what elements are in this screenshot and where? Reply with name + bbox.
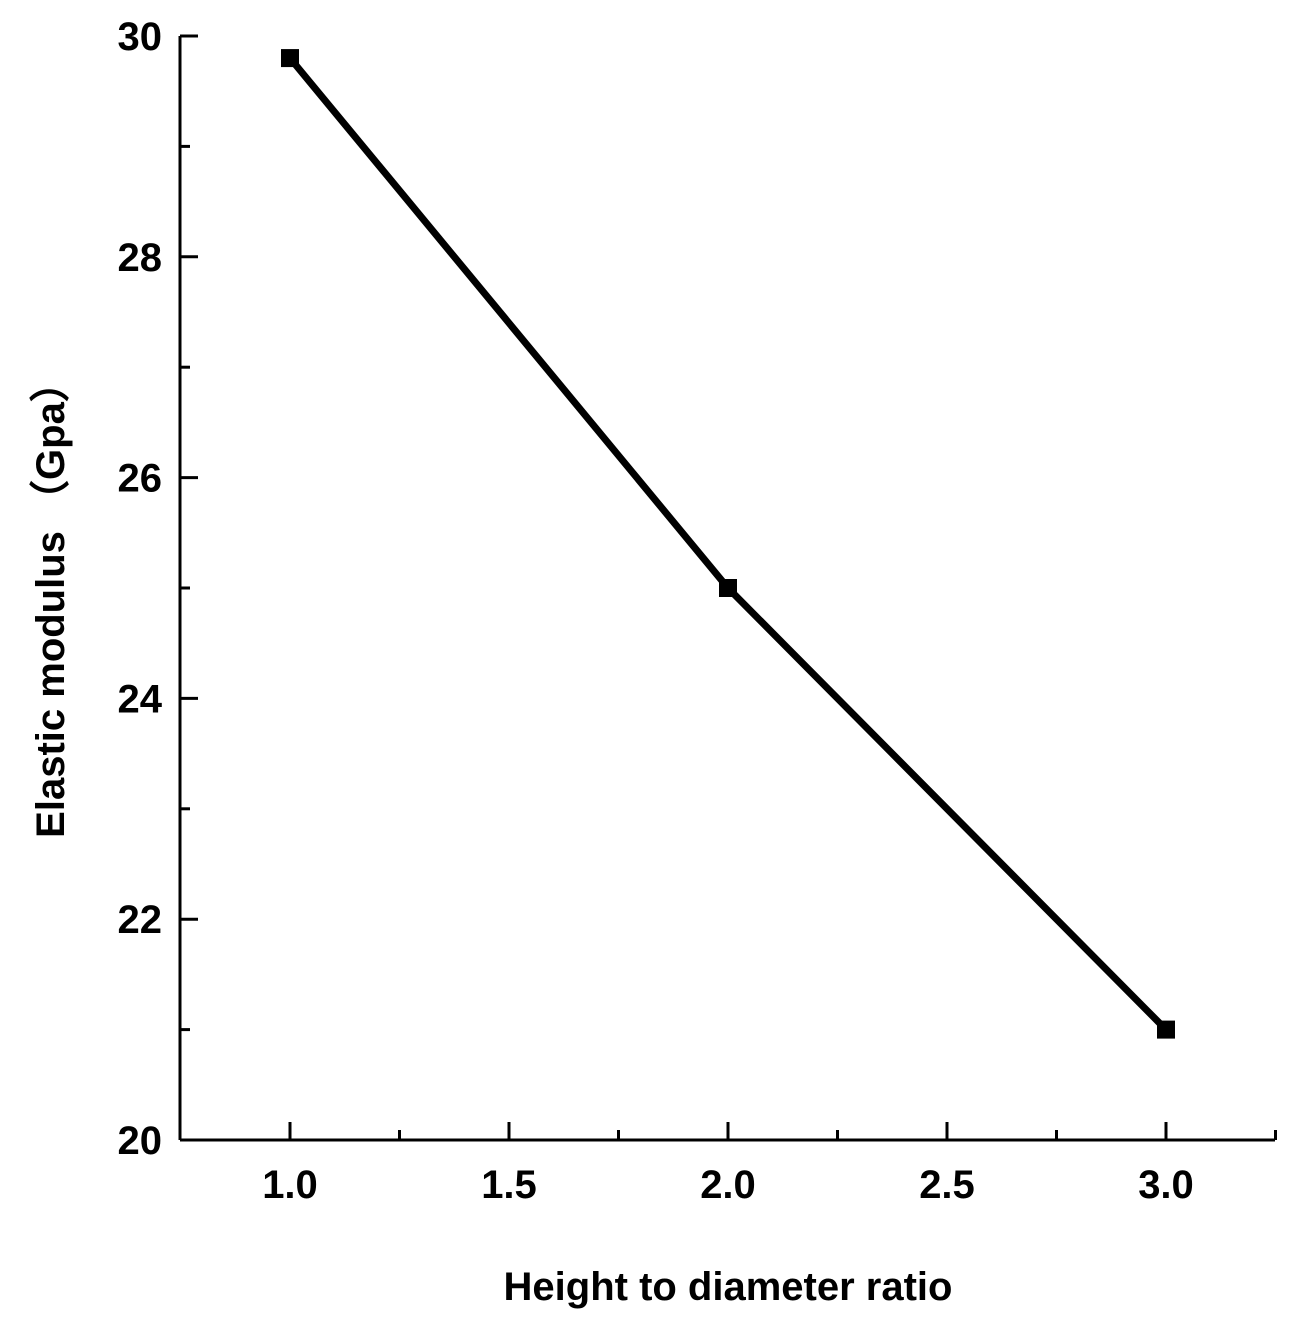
y-tick-label: 26 <box>118 457 163 501</box>
data-point-marker <box>719 579 737 597</box>
x-tick-label: 2.0 <box>700 1163 756 1207</box>
x-tick-label: 2.5 <box>919 1163 975 1207</box>
y-tick-label: 20 <box>118 1119 163 1163</box>
x-tick-label: 1.0 <box>262 1163 318 1207</box>
x-axis-title: Height to diameter ratio <box>504 1265 953 1309</box>
y-tick-label: 22 <box>118 898 163 942</box>
series-line <box>287 55 1169 1033</box>
x-tick-label: 3.0 <box>1138 1163 1194 1207</box>
data-point-marker <box>281 49 299 68</box>
y-tick-label: 24 <box>118 677 163 721</box>
y-axis-title: Elastic modulus （Gpa） <box>29 362 73 838</box>
tick-labels: 20 22 24 26 28 30 1.0 1.5 2.0 2.5 3.0 <box>118 15 1194 1207</box>
y-tick-label: 28 <box>118 236 163 280</box>
data-point-marker <box>1157 1020 1175 1039</box>
series-group <box>281 49 1175 1039</box>
axis-ticks <box>180 34 1277 1142</box>
y-tick-label: 30 <box>118 15 163 59</box>
x-tick-label: 1.5 <box>481 1163 537 1207</box>
